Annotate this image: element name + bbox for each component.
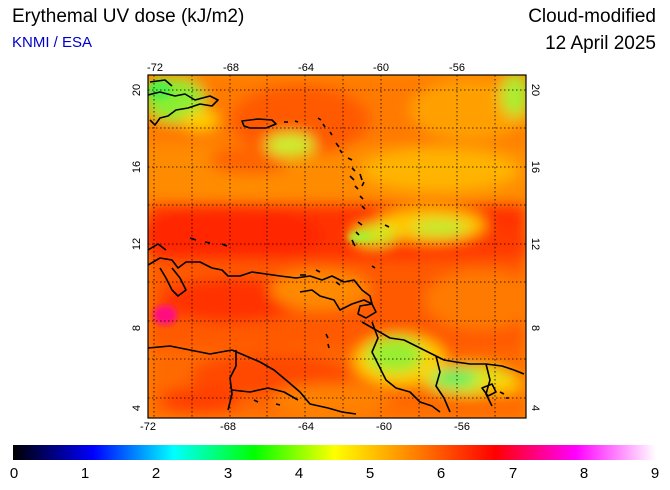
lon-tick-bottom: -68 (220, 421, 236, 433)
lon-tick-bottom: -72 (140, 421, 156, 433)
lat-tick-right: 16 (529, 161, 541, 173)
lat-tick-right: 12 (529, 238, 541, 250)
colorbar-label: 3 (223, 465, 233, 482)
colorbar-label: 9 (650, 465, 660, 482)
colorbar-label: 8 (579, 465, 589, 482)
uv-field (148, 75, 526, 418)
uv-map: -72 -68 -64 -60 -56 -72 -68 -64 -60 -56 … (131, 62, 541, 433)
field-magenta (153, 305, 177, 325)
lat-ticks-right: 20 16 12 8 4 (529, 84, 541, 411)
lat-tick-left: 12 (131, 238, 143, 250)
lat-tick-right: 8 (529, 325, 541, 331)
lon-tick-bottom: -56 (454, 421, 470, 433)
colorbar-label: 4 (294, 465, 304, 482)
lon-tick-bottom: -64 (298, 421, 314, 433)
lon-tick-bottom: -60 (376, 421, 392, 433)
lon-tick-top: -56 (449, 62, 465, 74)
lon-tick-top: -72 (147, 62, 163, 74)
lon-tick-top: -60 (373, 62, 389, 74)
lat-tick-left: 16 (131, 161, 143, 173)
credit-label: KNMI / ESA (12, 34, 93, 51)
lat-tick-left: 4 (131, 405, 143, 411)
colorbar-label: 6 (436, 465, 446, 482)
colorbar (13, 445, 656, 460)
lat-ticks-left: 20 16 12 8 4 (131, 84, 143, 411)
lat-tick-right: 20 (529, 84, 541, 96)
colorbar-label: 1 (80, 465, 90, 482)
colorbar-label: 2 (151, 465, 161, 482)
product-label: Cloud-modified (528, 6, 656, 27)
map-title: Erythemal UV dose (kJ/m2) (12, 6, 245, 27)
lat-tick-right: 4 (529, 405, 541, 411)
lon-tick-top: -68 (223, 62, 239, 74)
lon-ticks-top: -72 -68 -64 -60 -56 (147, 62, 465, 74)
date-label: 12 April 2025 (545, 33, 656, 54)
lon-ticks-bottom: -72 -68 -64 -60 -56 (140, 421, 470, 433)
lat-tick-left: 20 (131, 84, 143, 96)
colorbar-label: 5 (365, 465, 375, 482)
map-frame (147, 74, 527, 419)
lon-tick-top: -64 (298, 62, 314, 74)
colorbar-label: 7 (508, 465, 518, 482)
lat-tick-left: 8 (131, 325, 143, 331)
coastlines (148, 79, 525, 415)
colorbar-label: 0 (9, 465, 19, 482)
